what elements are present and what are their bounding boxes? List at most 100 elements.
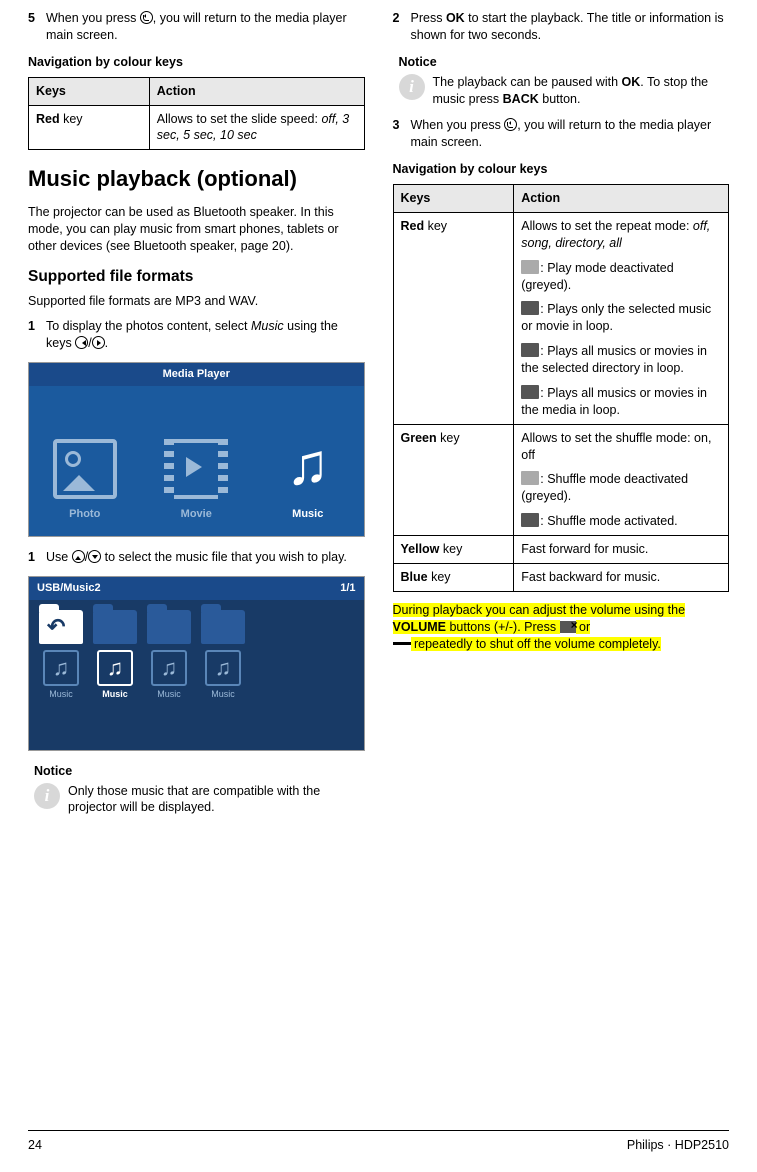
left-arrow-icon: [75, 336, 88, 349]
repeat-one-icon: [521, 301, 539, 315]
table-row-blue: Blue key Fast backward for music.: [393, 563, 729, 591]
right-arrow-icon: [92, 336, 105, 349]
th-keys: Keys: [393, 185, 514, 213]
text: to select the music file that you wish t…: [101, 550, 347, 564]
key-bold: Blue: [401, 570, 428, 584]
notice-title: Notice: [399, 54, 730, 71]
key-text: key: [60, 112, 83, 126]
key-bold: Red: [36, 112, 60, 126]
usb-browser-screenshot: USB/Music2 1/1 ♫Music ♫Music ♫Music ♫Mus…: [28, 576, 365, 751]
tile-label: Photo: [69, 508, 100, 520]
notice-title: Notice: [34, 763, 365, 780]
highlighted-text: repeatedly to shut off the volume comple…: [411, 637, 661, 651]
text: During playback you can adjust the volum…: [393, 603, 686, 617]
text: To display the photos content, select: [46, 319, 251, 333]
action-line: : Shuffle mode activated.: [521, 513, 721, 530]
step-text: When you press , you will return to the …: [46, 10, 365, 44]
mute-icon: [560, 621, 576, 633]
colour-keys-table-1: Keys Action Red key Allows to set the sl…: [28, 77, 365, 151]
text: Allows to set the repeat mode:: [521, 219, 693, 233]
step-number: 1: [28, 549, 46, 566]
td-action: Allows to set the slide speed: off, 3 se…: [149, 105, 364, 150]
italic-text: Music: [251, 319, 284, 333]
file-label: Music: [157, 689, 181, 699]
text: Use: [46, 550, 72, 564]
folder-icon: [147, 610, 191, 644]
note-icon: ♫: [205, 650, 241, 686]
notice-text: Only those music that are compatible wit…: [68, 783, 365, 817]
step-text: When you press , you will return to the …: [411, 117, 730, 151]
key-bold: Green: [401, 431, 437, 445]
table-row-red: Red key Allows to set the repeat mode: o…: [393, 212, 729, 424]
text: : Shuffle mode deactivated (greyed).: [521, 472, 688, 503]
key-bold: Yellow: [401, 542, 440, 556]
step-text: To display the photos content, select Mu…: [46, 318, 365, 352]
folder-icon: [93, 610, 137, 644]
action-line: Allows to set the shuffle mode: on, off: [521, 430, 721, 464]
left-column: 5 When you press , you will return to th…: [28, 10, 365, 826]
action-line: : Shuffle mode deactivated (greyed).: [521, 471, 721, 505]
colour-keys-table-2: Keys Action Red key Allows to set the re…: [393, 184, 730, 592]
shuffle-on-icon: [521, 513, 539, 527]
note-icon: ♫: [43, 650, 79, 686]
table-row: Red key Allows to set the slide speed: o…: [29, 105, 365, 150]
bold-text: OK: [446, 11, 465, 25]
nav-heading: Navigation by colour keys: [28, 54, 365, 71]
file-label: Music: [49, 689, 73, 699]
notice-text: The playback can be paused with OK. To s…: [433, 74, 730, 108]
minus-icon: [393, 642, 411, 645]
td-key: Green key: [393, 424, 514, 535]
music-file: ♫ Music: [147, 650, 191, 700]
notice-body: i The playback can be paused with OK. To…: [393, 74, 730, 108]
text: : Play mode deactivated (greyed).: [521, 261, 673, 292]
table-header-row: Keys Action: [393, 185, 729, 213]
step-2: 2 Press OK to start the playback. The ti…: [393, 10, 730, 44]
td-key: Red key: [29, 105, 150, 150]
action-line: : Play mode deactivated (greyed).: [521, 260, 721, 294]
td-action: Fast backward for music.: [514, 563, 729, 591]
text: When you press: [411, 118, 505, 132]
step-5: 5 When you press , you will return to th…: [28, 10, 365, 44]
page-number: 24: [28, 1137, 42, 1154]
th-action: Action: [149, 77, 364, 105]
notice-body: i Only those music that are compatible w…: [28, 783, 365, 817]
action-line: : Plays only the selected music or movie…: [521, 301, 721, 335]
action-line: : Plays all musics or movies in the medi…: [521, 385, 721, 419]
text: buttons (+/-). Press: [446, 620, 560, 634]
section-heading: Music playback (optional): [28, 164, 365, 194]
text: : Shuffle mode activated.: [540, 514, 677, 528]
usb-path: USB/Music2: [37, 581, 101, 596]
text: : Plays all musics or movies in the medi…: [521, 386, 707, 417]
media-player-title: Media Player: [29, 363, 364, 386]
notice-block: Notice i The playback can be paused with…: [393, 54, 730, 108]
media-tile-photo: Photo: [53, 439, 117, 522]
key-text: key: [428, 570, 451, 584]
step-number: 2: [393, 10, 411, 44]
back-icon: [504, 118, 517, 131]
page-columns: 5 When you press , you will return to th…: [28, 10, 729, 826]
step-text: Press OK to start the playback. The titl…: [411, 10, 730, 44]
folder-row: [39, 610, 354, 644]
highlighted-text: or: [576, 620, 591, 634]
td-action: Fast forward for music.: [514, 536, 729, 564]
music-icon: [276, 439, 340, 499]
usb-body: ♫ Music ♫ Music ♫ Music ♫ Music: [29, 600, 364, 750]
text: The playback can be paused with: [433, 75, 622, 89]
folder-back-icon: [39, 610, 83, 644]
td-key: Blue key: [393, 563, 514, 591]
file-row: ♫ Music ♫ Music ♫ Music ♫ Music: [39, 650, 354, 700]
info-icon: i: [399, 74, 425, 100]
step-number: 1: [28, 318, 46, 352]
nav-heading: Navigation by colour keys: [393, 161, 730, 178]
note-icon: ♫: [151, 650, 187, 686]
step-text: Use / to select the music file that you …: [46, 549, 365, 566]
key-text: key: [439, 542, 462, 556]
note-icon: ♫: [97, 650, 133, 686]
step-1b: 1 Use / to select the music file that yo…: [28, 549, 365, 566]
bold-text: OK: [622, 75, 641, 89]
key-bold: Red: [401, 219, 425, 233]
tile-label: Music: [292, 508, 323, 520]
notice-block: Notice i Only those music that are compa…: [28, 763, 365, 817]
file-label: Music: [211, 689, 235, 699]
td-action: Allows to set the repeat mode: off, song…: [514, 212, 729, 424]
